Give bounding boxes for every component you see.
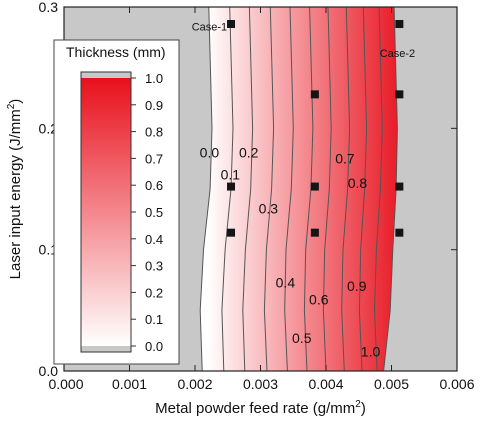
contour-label: 0.5 [292,330,312,346]
contour-label: 0.2 [239,145,259,161]
x-tick-label: 0.003 [243,376,278,392]
x-tick-label: 0.005 [374,376,409,392]
x-tick-label: 0.002 [177,376,212,392]
colorbar-title: Thickness (mm) [66,44,166,60]
y-axis-label-close: ) [7,99,24,104]
contour-label: 0.8 [348,175,368,191]
colorbar-tick-label: 0.6 [145,178,163,193]
data-point [395,228,404,237]
contour-line [199,7,213,371]
y-tick-label: 0.0 [39,363,59,379]
x-tick-label: 0.000 [48,376,83,392]
colorbar-tick-label: 0.0 [145,339,163,354]
colorbar-tick-label: 0.8 [145,125,163,140]
x-tick-label: 0.006 [439,376,474,392]
contour-label: 0.3 [259,200,279,216]
contour-label: 0.0 [200,145,220,161]
contour-line [322,7,332,371]
colorbar-tick-label: 0.3 [145,259,163,274]
data-point [227,228,236,237]
x-tick-label: 0.004 [308,376,343,392]
colorbar-tick-label: 1.0 [145,71,163,86]
y-tick-label: 0.2 [39,120,59,136]
y-tick-label: 0.3 [39,0,59,15]
colorbar-tick-label: 0.5 [145,205,163,220]
contour-label: 0.1 [221,166,241,182]
x-axis-label-close: ) [361,400,366,417]
data-point [395,182,404,191]
contour-line [358,7,368,371]
contour-label: 0.7 [335,151,355,167]
data-point [395,90,404,99]
contour-line [373,7,383,371]
colorbar-tick-label: 0.1 [145,312,163,327]
y-axis-label-main: Laser input energy (J/mm [7,109,24,279]
x-axis-label: Metal powder feed rate (g/mm2) [155,399,366,417]
contour-line [303,7,314,371]
contour-line [242,7,254,371]
contour-label: 1.0 [361,344,381,360]
contour-line [341,7,351,371]
colorbar-gradient [81,78,131,346]
contour-line [263,7,275,371]
case-annotation: Case-2 [380,48,415,60]
colorbar-tick-label: 0.7 [145,151,163,166]
y-axis-label: Laser input energy (J/mm2) [6,99,24,280]
thickness-field [200,7,398,371]
x-tick-label: 0.001 [112,376,147,392]
y-tick-label: 0.1 [39,242,59,258]
contour-line [221,7,234,371]
x-axis-label-superscript: 2 [355,399,361,410]
x-axis-label-main: Metal powder feed rate (g/mm [155,400,355,417]
contour-label: 0.4 [276,274,296,290]
data-point [395,19,404,28]
data-point [310,90,319,99]
colorbar-tick-label: 0.4 [145,232,163,247]
case-annotation: Case-1 [192,21,227,33]
data-point [310,182,319,191]
contour-label: 0.9 [347,278,367,294]
colorbar-tick-label: 0.2 [145,285,163,300]
data-point [227,19,236,28]
data-point [227,182,236,191]
contour-line [284,7,294,371]
contour-label: 0.6 [309,291,329,307]
contour-line [383,7,398,371]
y-axis-label-superscript: 2 [6,103,17,109]
colorbar-tick-label: 0.9 [145,98,163,113]
data-point [310,228,319,237]
